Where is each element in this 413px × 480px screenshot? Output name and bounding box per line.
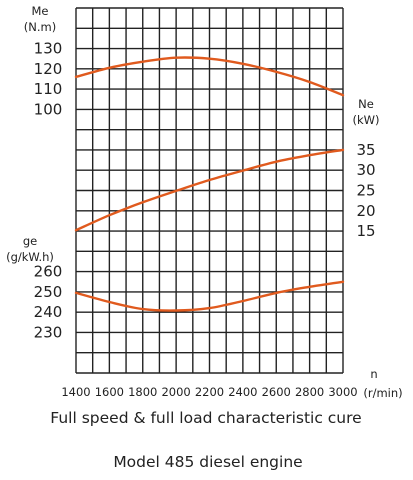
curve-ge	[74, 280, 345, 312]
x-tick-label: 2800	[295, 385, 324, 399]
axis-unit-ge: (g/kW.h)	[6, 250, 54, 264]
y-tick-ne: 35	[356, 141, 375, 159]
x-tick-label: 1600	[95, 385, 124, 399]
axis-title-ge: ge	[23, 234, 37, 248]
curves	[74, 56, 345, 312]
axis-unit-me: (N.m)	[24, 20, 56, 34]
x-tick-label: 2200	[195, 385, 224, 399]
curve-ne	[74, 148, 345, 232]
x-axis-unit: (r/min)	[363, 386, 402, 400]
x-axis-label: n	[370, 367, 377, 381]
y-tick-ne: 20	[356, 202, 375, 220]
chart-caption-2: Model 485 diesel engine	[113, 453, 302, 471]
curve-me	[74, 56, 345, 97]
y-tick-me: 120	[34, 60, 63, 78]
axis-title-ne: Ne	[358, 97, 374, 111]
x-tick-label: 2000	[161, 385, 190, 399]
y-tick-ne: 25	[356, 182, 375, 200]
y-tick-ge: 250	[34, 283, 63, 301]
x-tick-label: 2400	[228, 385, 257, 399]
axis-unit-ne: (kW)	[352, 113, 379, 127]
y-tick-ge: 260	[34, 263, 63, 281]
y-tick-ne: 30	[356, 161, 375, 179]
y-tick-me: 110	[34, 80, 63, 98]
y-tick-me: 130	[34, 40, 63, 58]
x-tick-label: 1400	[61, 385, 90, 399]
x-tick-label: 1800	[128, 385, 157, 399]
x-tick-label: 2600	[262, 385, 291, 399]
axis-labels: 1400 1600 1800 2000 2200 2400 2600 2800 3000 n (r/…	[6, 4, 403, 400]
chart-grid	[75, 7, 344, 374]
y-tick-me: 100	[34, 100, 63, 118]
axis-title-me: Me	[32, 4, 49, 18]
y-tick-ge: 230	[34, 323, 63, 341]
y-tick-ge: 240	[34, 303, 63, 321]
x-tick-label: 3000	[328, 385, 357, 399]
y-tick-ne: 15	[356, 222, 375, 240]
chart-caption-1: Full speed & full load characteristic cu…	[50, 409, 361, 427]
